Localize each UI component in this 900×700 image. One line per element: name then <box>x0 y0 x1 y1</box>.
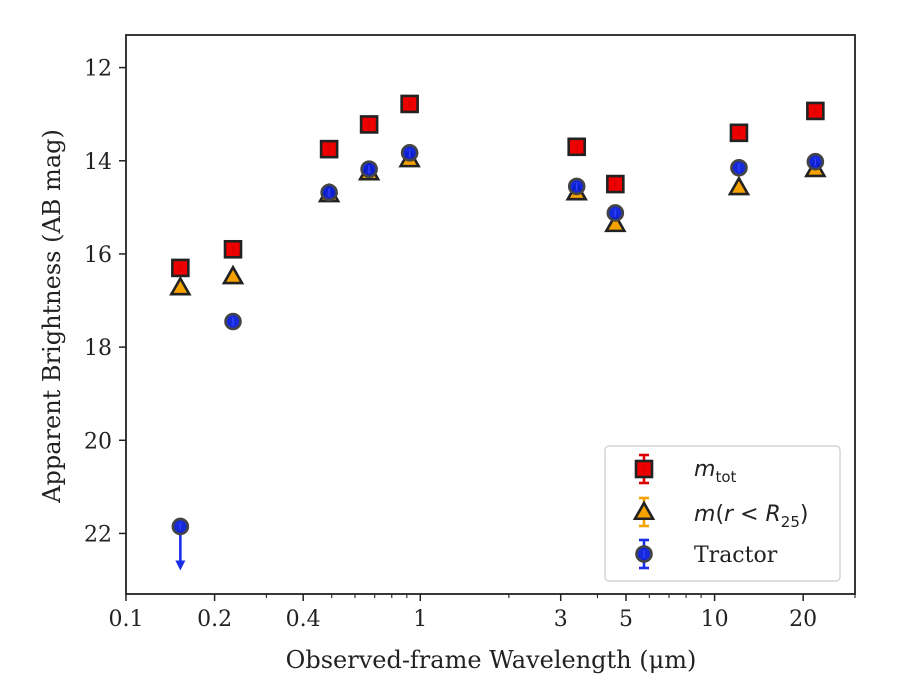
x-tick-label: 0.2 <box>197 607 232 632</box>
x-tick-label: 20 <box>789 607 817 632</box>
legend-label-mr25: m(r < R25) <box>694 502 808 531</box>
triangle-point <box>604 212 627 233</box>
series-layer <box>169 94 827 571</box>
x-tick-label: 3 <box>554 607 568 632</box>
y-tick-label: 16 <box>84 243 112 268</box>
x-tick-label: 0.4 <box>286 607 321 632</box>
legend: mtot m(r < R25) Tractor <box>604 445 841 582</box>
series-square <box>171 94 825 278</box>
legend-label-mtot: mtot <box>694 457 736 486</box>
triangle-point <box>169 275 192 296</box>
y-tick-label: 12 <box>84 57 112 82</box>
upper-limit-arrowhead <box>175 560 186 571</box>
y-tick-label: 14 <box>84 150 112 175</box>
y-tick-label: 22 <box>84 522 112 547</box>
x-tick-label: 1 <box>413 607 427 632</box>
y-tick-label: 20 <box>84 429 112 454</box>
legend-triangle <box>632 500 656 521</box>
triangle-point <box>727 175 751 196</box>
legend-box <box>604 445 841 582</box>
y-axis-label: Apparent Brightness (AB mag) <box>38 129 66 504</box>
axes-frame <box>125 34 856 595</box>
series-triangle <box>169 147 827 296</box>
y-axis-ticks: 12 14 16 18 20 22 <box>84 57 126 547</box>
triangle-point <box>221 264 245 285</box>
x-axis-ticks: 0.1 0.2 0.4 1 3 5 10 20 <box>109 594 856 632</box>
y-tick-label: 18 <box>84 336 112 361</box>
series-circle <box>171 144 825 571</box>
legend-marker-mr25 <box>632 496 656 528</box>
plot-border <box>125 34 856 595</box>
legend-marker-mtot <box>634 453 654 485</box>
legend-label-tractor: Tractor <box>694 543 778 568</box>
x-axis-label: Observed-frame Wavelength (μm) <box>286 646 697 674</box>
legend-marker-tractor <box>635 538 653 570</box>
x-tick-label: 5 <box>619 607 633 632</box>
x-tick-label: 10 <box>701 607 729 632</box>
x-tick-label: 0.1 <box>109 607 144 632</box>
